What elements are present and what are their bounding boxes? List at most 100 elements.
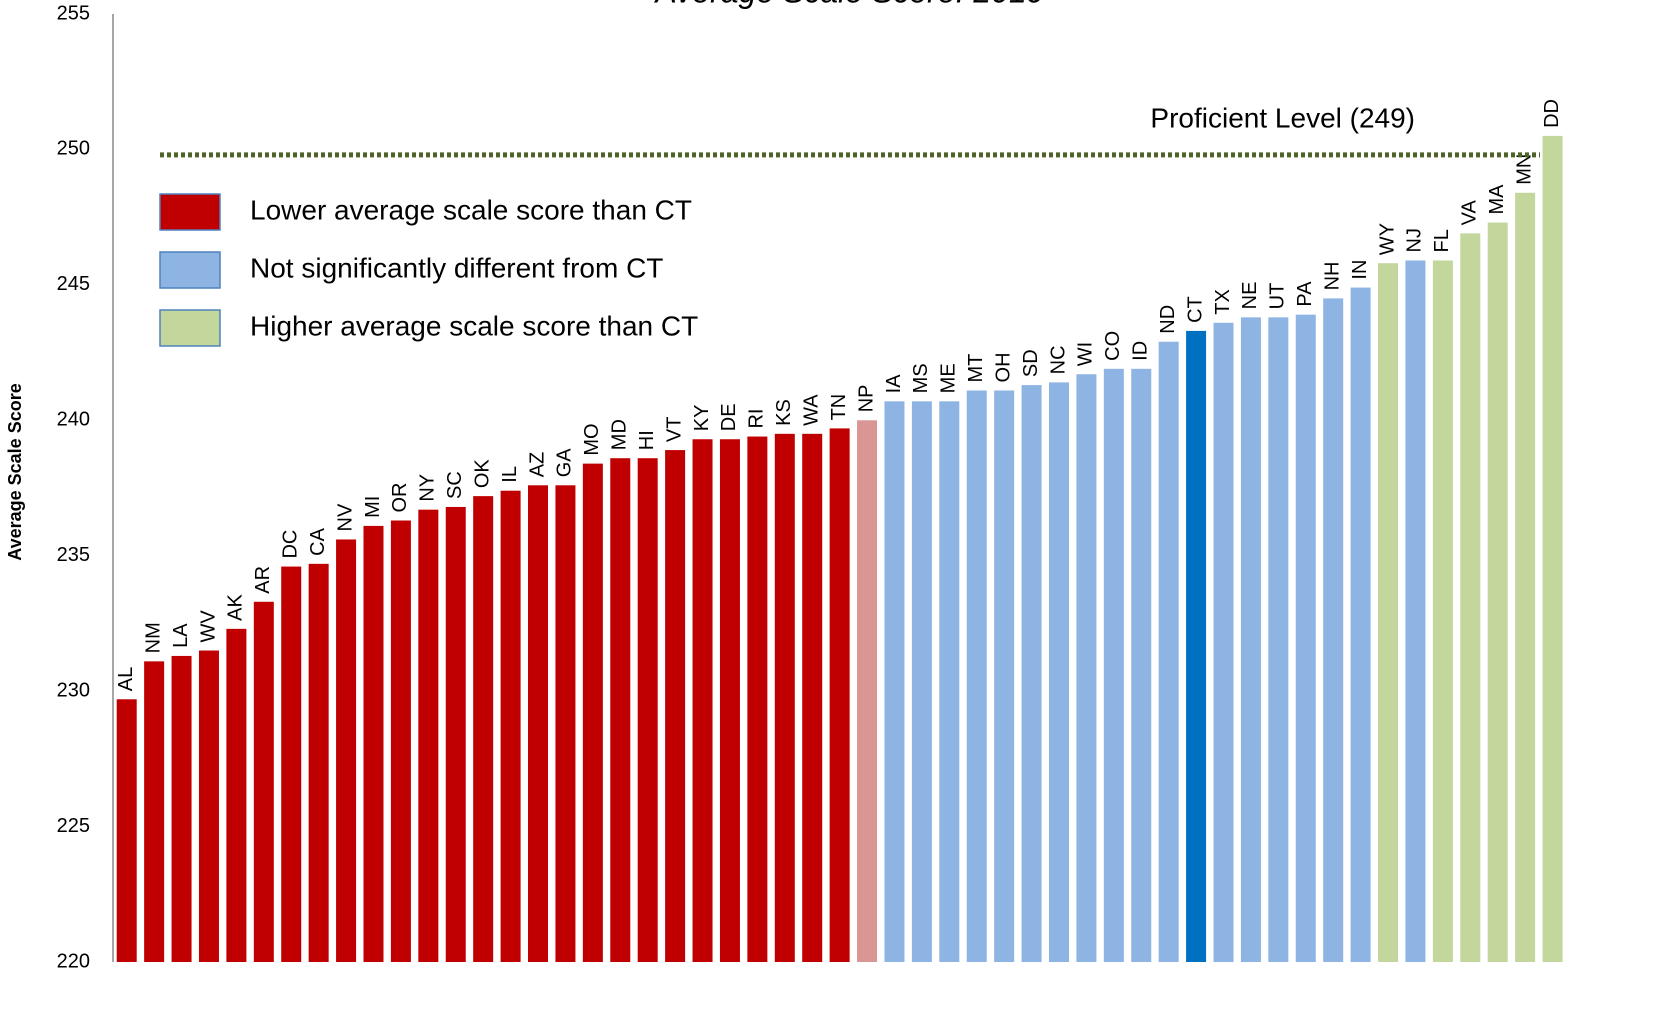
category-label: WY	[1376, 223, 1398, 255]
bar	[555, 485, 576, 962]
bar	[308, 563, 329, 962]
category-label: IN	[1349, 260, 1371, 280]
category-label: NC	[1047, 345, 1069, 374]
bar	[1021, 385, 1042, 962]
category-label: SD	[1020, 349, 1042, 377]
bar	[802, 433, 823, 962]
category-label: FL	[1431, 229, 1453, 252]
category-label: DC	[280, 530, 302, 559]
legend-label: Not significantly different from CT	[250, 252, 663, 283]
bar	[1076, 374, 1097, 962]
category-label: TN	[828, 394, 850, 421]
category-label: IA	[883, 374, 905, 394]
category-label: NP	[855, 384, 877, 412]
bar	[1295, 314, 1316, 962]
category-label: KY	[691, 405, 713, 432]
category-label: AK	[225, 594, 247, 621]
category-label: OK	[471, 459, 493, 489]
bar	[1405, 260, 1426, 963]
category-label: ND	[1157, 305, 1179, 334]
y-tick-label: 240	[57, 409, 90, 431]
bar	[1131, 368, 1152, 962]
category-label: VA	[1459, 200, 1481, 226]
bar	[582, 463, 603, 962]
bar	[500, 490, 521, 962]
bar	[116, 699, 137, 962]
category-label: MT	[965, 354, 987, 383]
bar	[665, 450, 686, 962]
y-tick-label: 225	[57, 815, 90, 837]
category-label: HI	[636, 430, 658, 450]
category-label: ME	[938, 363, 960, 393]
category-label: NM	[142, 622, 164, 653]
bar	[1350, 287, 1371, 963]
bar	[610, 458, 631, 962]
chart-title: Average Scale Score: 2019	[654, 0, 1045, 9]
legend-swatch	[159, 251, 221, 289]
y-tick-label: 255	[57, 2, 90, 24]
y-tick-label: 220	[57, 950, 90, 972]
bar	[390, 520, 411, 962]
bar	[747, 436, 768, 963]
category-label: UT	[1267, 283, 1289, 310]
category-label: CA	[307, 527, 329, 555]
category-label: RI	[746, 409, 768, 429]
bar	[719, 439, 740, 962]
bar	[939, 401, 960, 963]
bar	[1268, 317, 1289, 962]
category-label: NV	[334, 503, 356, 531]
category-label: WI	[1075, 342, 1097, 366]
category-label: MO	[581, 423, 603, 455]
y-axis-label: Average Scale Score	[5, 383, 25, 560]
category-label: AZ	[526, 452, 548, 478]
category-label: NE	[1239, 282, 1261, 310]
bar	[857, 420, 878, 962]
bar	[281, 566, 302, 962]
bar	[336, 539, 357, 962]
legend-label: Lower average scale score than CT	[250, 194, 692, 225]
category-label: CO	[1102, 331, 1124, 361]
bar	[637, 458, 658, 962]
category-label: OH	[992, 352, 1014, 382]
bar	[445, 506, 466, 962]
category-label: GA	[554, 448, 576, 478]
category-label: CT	[1184, 296, 1206, 323]
category-label: MA	[1486, 184, 1508, 215]
y-tick-label: 245	[57, 273, 90, 295]
bar	[198, 650, 219, 962]
bar	[528, 485, 549, 962]
category-label: MD	[609, 419, 631, 450]
bar	[1048, 382, 1069, 962]
category-label: SC	[444, 471, 466, 499]
bar	[911, 401, 932, 963]
category-label: AR	[252, 566, 274, 594]
category-label: NH	[1321, 262, 1343, 291]
legend-swatch	[159, 193, 221, 231]
bar	[144, 661, 165, 962]
bar	[829, 428, 850, 962]
category-label: KS	[773, 399, 795, 426]
bar	[1542, 135, 1563, 962]
bar	[966, 390, 987, 962]
category-label: IL	[499, 466, 521, 483]
category-label: WA	[800, 394, 822, 426]
bar	[692, 439, 713, 962]
category-label: PA	[1294, 281, 1316, 307]
bar	[1323, 298, 1344, 962]
bar	[884, 401, 905, 963]
y-tick-label: 230	[57, 679, 90, 701]
category-label: MN	[1513, 154, 1535, 185]
bar	[473, 496, 494, 962]
bar	[226, 628, 247, 962]
bar	[418, 509, 439, 962]
bar	[1515, 192, 1536, 962]
category-label: LA	[170, 623, 192, 648]
bar	[994, 390, 1015, 962]
category-label: AL	[115, 667, 137, 691]
category-label: WV	[197, 610, 219, 643]
bar	[171, 655, 192, 962]
bar	[1213, 322, 1234, 963]
category-label: NJ	[1404, 228, 1426, 252]
category-label: OR	[389, 483, 411, 513]
bar	[363, 525, 384, 962]
